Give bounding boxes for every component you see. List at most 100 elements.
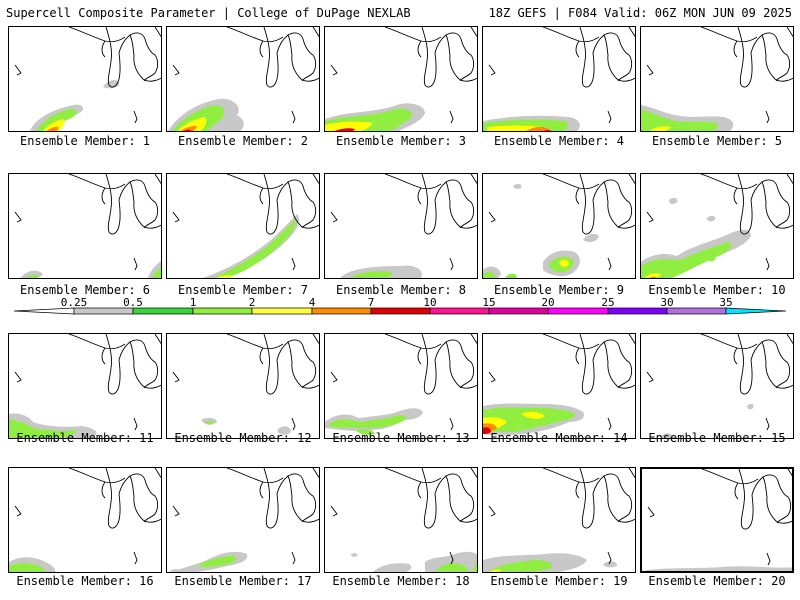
ensemble-panel-3[interactable] [324, 26, 478, 132]
ensemble-panel-9[interactable] [482, 173, 636, 279]
ensemble-panel-4[interactable] [482, 26, 636, 132]
scp-contour-red [483, 427, 491, 434]
colorbar-tick-label: 35 [719, 296, 732, 309]
scp-contour-light_green [641, 109, 719, 131]
scp-contour-yellow [644, 273, 661, 278]
coastline-fragment [133, 110, 138, 124]
great-lakes-outline [701, 469, 792, 530]
member-label: Ensemble Member: 2 [177, 134, 309, 148]
great-lakes-outline [542, 174, 635, 235]
ensemble-panel-18[interactable] [324, 467, 478, 573]
scp-contour-yellow [559, 259, 569, 267]
scp-contour-light_green [355, 429, 375, 435]
member-label: Ensemble Member: 15 [648, 431, 786, 445]
coastline-fragment [291, 257, 296, 271]
member-label: Ensemble Member: 12 [174, 431, 312, 445]
member-map-17 [169, 468, 319, 572]
coastline-fragment [765, 417, 770, 431]
ensemble-panel-7[interactable] [166, 173, 320, 279]
member-map-9 [483, 174, 635, 278]
ensemble-panel-14[interactable] [482, 333, 636, 439]
great-lakes-outline [226, 27, 319, 88]
scp-contour-gray [707, 215, 716, 222]
colorbar-tick-label: 1 [190, 296, 197, 309]
great-lakes-outline [68, 27, 161, 88]
scp-contour-light_green [172, 105, 224, 131]
ensemble-panel-20[interactable] [640, 467, 794, 573]
ensemble-panel-2[interactable] [166, 26, 320, 132]
scp-contour-yellow [649, 126, 671, 131]
coastline-fragment [14, 371, 22, 383]
colorbar-tick-label: 10 [423, 296, 436, 309]
ensemble-panel-13[interactable] [324, 333, 478, 439]
ensemble-panel-12[interactable] [166, 333, 320, 439]
coastline-fragment [133, 417, 138, 431]
coastline-fragment [330, 64, 338, 76]
scp-contour-light_green [646, 572, 702, 573]
ensemble-panel-8[interactable] [324, 173, 478, 279]
member-label: Ensemble Member: 13 [332, 431, 470, 445]
ensemble-panel-6[interactable] [8, 173, 162, 279]
colorbar-tick-label: 25 [601, 296, 614, 309]
coastline-fragment [488, 211, 496, 223]
member-map-4 [483, 27, 635, 131]
coastline-fragment [449, 110, 454, 124]
colorbar-segment [607, 307, 668, 315]
scp-contour-light_green [641, 242, 732, 278]
ensemble-panel-19[interactable] [482, 467, 636, 573]
great-lakes-outline [68, 468, 161, 529]
ensemble-panel-5[interactable] [640, 26, 794, 132]
member-label: Ensemble Member: 3 [335, 134, 467, 148]
colorbar-tick-label: 0.5 [123, 296, 143, 309]
ensemble-panel-15[interactable] [640, 333, 794, 439]
coastline-fragment [14, 64, 22, 76]
great-lakes-outline [384, 27, 477, 88]
colorbar-tick-label: 30 [660, 296, 673, 309]
scp-contour-light_green [9, 563, 46, 572]
member-label: Ensemble Member: 5 [651, 134, 783, 148]
member-label: Ensemble Member: 14 [490, 431, 628, 445]
coastline-fragment [607, 110, 612, 124]
coastline-fragment [765, 257, 770, 271]
ensemble-panel-10[interactable] [640, 173, 794, 279]
member-label: Ensemble Member: 9 [493, 283, 625, 297]
ensemble-panel-17[interactable] [166, 467, 320, 573]
member-map-12 [172, 334, 319, 435]
member-label: Ensemble Member: 11 [16, 431, 154, 445]
ensemble-panel-1[interactable] [8, 26, 162, 132]
great-lakes-outline [226, 334, 319, 395]
colorbar-segment [429, 307, 490, 315]
scp-contour-light_green [349, 271, 392, 278]
great-lakes-outline [384, 468, 477, 529]
colorbar-tick-label: 15 [482, 296, 495, 309]
ensemble-panel-16[interactable] [8, 467, 162, 573]
scp-contour-light_green [487, 560, 552, 572]
member-label: Ensemble Member: 4 [493, 134, 625, 148]
scp-contour-light_green [152, 267, 161, 278]
coastline-fragment [766, 552, 771, 566]
member-map-20 [642, 469, 792, 573]
scp-contour-orange [180, 125, 197, 131]
great-lakes-outline [384, 174, 477, 235]
great-lakes-outline [700, 174, 793, 235]
scp-contour-gray [603, 561, 617, 568]
scp-contour-light_green [25, 274, 39, 278]
scp-contour-gray [373, 563, 412, 572]
scp-contour-yellow [177, 117, 207, 131]
scp-contour-orange [525, 126, 549, 131]
scp-contour-gray [351, 553, 358, 557]
colorbar-tick-label: 7 [368, 296, 375, 309]
member-label: Ensemble Member: 18 [332, 574, 470, 588]
coastline-fragment [172, 211, 180, 223]
ensemble-panel-11[interactable] [8, 333, 162, 439]
scp-contour-gray [513, 183, 522, 189]
scp-contour-red [183, 129, 191, 131]
coastline-fragment [330, 211, 338, 223]
great-lakes-outline [700, 334, 793, 395]
coastline-fragment [14, 211, 22, 223]
great-lakes-outline [542, 334, 635, 395]
coastline-fragment [330, 505, 338, 517]
coastline-fragment [291, 110, 296, 124]
coastline-fragment [607, 551, 612, 565]
scp-contour-gray [669, 197, 678, 205]
